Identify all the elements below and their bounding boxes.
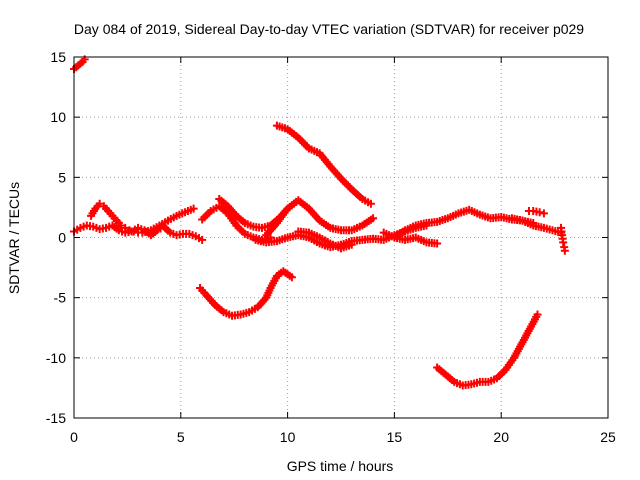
x-tick-label: 20: [493, 429, 509, 445]
grid: [74, 57, 608, 418]
series-arc-2: [87, 199, 143, 237]
data-point: [539, 209, 548, 218]
data-point: [433, 239, 442, 248]
y-tick-label: 10: [50, 109, 66, 125]
x-tick-label: 10: [280, 429, 296, 445]
data-point: [533, 310, 542, 319]
data-point: [287, 273, 296, 282]
data-points: [70, 55, 569, 390]
y-tick-label: -5: [54, 290, 67, 306]
data-point: [125, 226, 134, 235]
data-point: [198, 235, 207, 244]
data-point: [366, 199, 375, 208]
y-tick-label: 0: [58, 230, 66, 246]
series-arc-4: [196, 267, 296, 320]
x-tick-label: 5: [177, 429, 185, 445]
x-tick-label: 15: [387, 429, 403, 445]
series-arc-8: [262, 196, 378, 240]
y-tick-label: -10: [46, 350, 66, 366]
y-tick-label: 15: [50, 49, 66, 65]
series-arc-14: [507, 214, 566, 237]
data-point: [95, 199, 104, 208]
series-arc-1: [70, 55, 89, 74]
series-arc-5: [198, 202, 275, 244]
series-arc-15: [524, 207, 548, 218]
chart-title: Day 084 of 2019, Sidereal Day-to-day VTE…: [74, 21, 584, 37]
series-arc-16: [557, 223, 569, 255]
series-arc-10: [294, 227, 356, 253]
x-tick-label: 0: [70, 429, 78, 445]
series-arc-13: [433, 310, 542, 390]
x-tick-label: 25: [600, 429, 616, 445]
y-tick-label: 5: [58, 169, 66, 185]
data-point: [129, 227, 138, 236]
data-point: [116, 221, 125, 230]
data-point: [189, 204, 198, 213]
axis-ticks: 0 5 10 15 20 25 -15 -10 -5 0 5 10 15: [46, 49, 616, 445]
data-point: [560, 246, 569, 255]
data-point: [559, 238, 568, 247]
x-axis-label: GPS time / hours: [287, 458, 394, 474]
data-point: [535, 208, 544, 217]
series-arc-3: [138, 204, 198, 237]
data-point: [121, 223, 130, 232]
data-point: [369, 214, 378, 223]
y-axis-label: SDTVAR / TECUs: [6, 182, 22, 294]
series-arc-7: [272, 121, 375, 208]
data-point: [347, 240, 356, 249]
y-tick-label: -15: [46, 410, 66, 426]
